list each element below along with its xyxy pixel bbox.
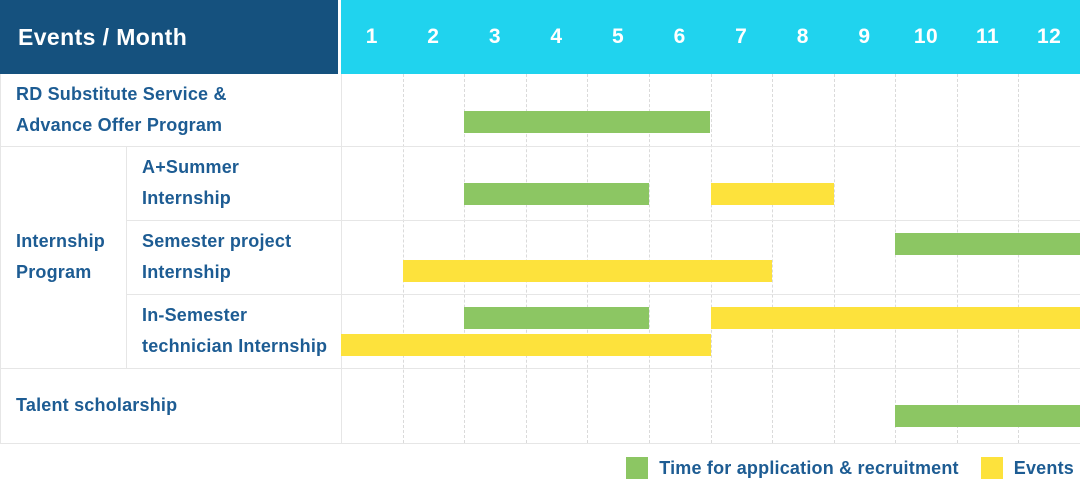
- header-title: Events / Month: [18, 23, 188, 50]
- legend: Time for application & recruitment Events: [626, 452, 1074, 484]
- group-label-internship-program: Internship Program: [0, 146, 126, 368]
- month-gridline: [772, 74, 774, 443]
- row-separator: [126, 294, 1080, 295]
- month-header-12: 12: [1036, 25, 1062, 48]
- row-label-in-semester-technician-internship: In-Semester technician Internship: [126, 294, 341, 368]
- month-header-7: 7: [735, 25, 748, 48]
- gantt-bar-a-plus-summer-internship-event: [710, 183, 834, 205]
- row-label-line: In-Semester: [142, 305, 248, 325]
- month-gridline: [833, 74, 835, 443]
- month-gridline: [648, 74, 650, 443]
- month-header-10: 10: [913, 25, 939, 48]
- legend-item-recruitment: Time for application & recruitment: [626, 457, 959, 479]
- legend-swatch-events: [980, 457, 1003, 479]
- gantt-bar-in-semester-technician-internship-recruitment: [464, 307, 649, 329]
- legend-item-events: Events: [980, 457, 1074, 479]
- row-label-line: A+Summer: [142, 157, 240, 177]
- gantt-bar-talent-scholarship-recruitment: [895, 405, 1080, 427]
- row-label-line: RD Substitute Service &: [16, 84, 227, 104]
- month-gridline: [710, 74, 712, 443]
- row-label-line: Semester project: [142, 231, 292, 251]
- month-gridline: [402, 74, 404, 443]
- row-label-line: Internship: [142, 188, 232, 208]
- legend-swatch-recruitment: [626, 457, 649, 479]
- month-header-4: 4: [550, 25, 563, 48]
- month-gridline: [895, 74, 897, 443]
- row-label-rd-substitute-service: RD Substitute Service & Advance Offer Pro…: [0, 74, 341, 146]
- row-label-talent-scholarship: Talent scholarship: [0, 368, 341, 443]
- month-header-5: 5: [612, 25, 625, 48]
- row-separator: [0, 368, 1080, 369]
- row-separator: [0, 146, 1080, 147]
- legend-label-recruitment: Time for application & recruitment: [659, 457, 959, 478]
- gantt-bar-rd-substitute-service-recruitment: [464, 111, 711, 133]
- month-header-3: 3: [488, 25, 502, 48]
- header-month-strip: 1 2 3 4 5 6 7 8 9 10 11 12: [341, 0, 1080, 74]
- table-bottom-border: [0, 443, 1080, 444]
- gantt-bar-a-plus-summer-internship-recruitment: [464, 183, 649, 205]
- label-column-border: [341, 74, 342, 443]
- row-label-semester-project-internship: Semester project Internship: [126, 220, 341, 294]
- month-header-2: 2: [427, 25, 440, 48]
- month-gridline: [1018, 74, 1020, 443]
- month-header-8: 8: [796, 25, 809, 48]
- row-separator: [126, 220, 1080, 221]
- month-gridline: [956, 74, 958, 443]
- month-gridline: [587, 74, 589, 443]
- month-header-9: 9: [858, 25, 871, 48]
- schedule-table: Internship Program RD Substitute Service &…: [0, 0, 1080, 444]
- row-label-line: Internship: [142, 262, 232, 282]
- table-left-border: [0, 74, 1, 443]
- group-label-line: Internship: [16, 231, 106, 251]
- header-title-cell: Events / Month: [0, 0, 338, 74]
- month-header-1: 1: [365, 25, 378, 48]
- row-label-line: technician Internship: [142, 336, 328, 356]
- gantt-bar-in-semester-technician-internship-event: [341, 334, 711, 356]
- gantt-bar-semester-project-internship-event: [402, 260, 773, 282]
- month-header-11: 11: [975, 25, 1000, 48]
- legend-label-events: Events: [1013, 457, 1074, 478]
- gantt-bar-semester-project-internship-recruitment: [895, 233, 1080, 255]
- group-label-line: Program: [16, 262, 92, 282]
- month-gridline: [525, 74, 527, 443]
- gantt-bar-in-semester-technician-internship-event: [710, 307, 1080, 329]
- row-label-a-plus-summer-internship: A+Summer Internship: [126, 146, 341, 220]
- group-column-border: [126, 146, 127, 368]
- row-label-line: Advance Offer Program: [16, 115, 223, 135]
- month-gridline: [464, 74, 466, 443]
- row-label-line: Talent scholarship: [16, 395, 178, 415]
- table-body: Internship Program RD Substitute Service &…: [0, 74, 1080, 444]
- month-header-6: 6: [673, 25, 686, 48]
